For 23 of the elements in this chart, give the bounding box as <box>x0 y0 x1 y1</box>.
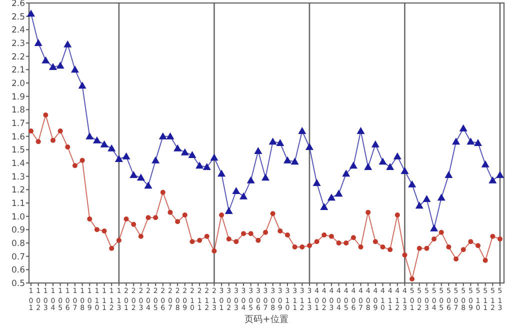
y-tick-label: 2.0 <box>11 79 25 89</box>
y-tick-label: 1.5 <box>11 146 25 156</box>
y-tick-label: 1.2 <box>11 186 25 196</box>
y-tick-label: 2.5 <box>11 12 25 22</box>
y-tick-label: 1.9 <box>11 92 25 102</box>
y-tick-label: 2.1 <box>11 66 25 76</box>
y-tick-label: 1.3 <box>11 172 25 182</box>
y-tick-label: 0.5 <box>11 279 25 289</box>
x-axis-title: 页码+位置 <box>244 314 288 325</box>
y-tick-label: 1.7 <box>11 119 25 129</box>
y-tick-label: 1.4 <box>11 159 25 169</box>
y-tick-label: 1.6 <box>11 132 25 142</box>
y-tick-label: 2.6 <box>11 0 25 9</box>
y-tick-label: 0.8 <box>11 239 25 249</box>
y-tick-label: 0.7 <box>11 252 25 262</box>
y-tick-label: 2.4 <box>11 26 25 36</box>
y-tick-label: 2.2 <box>11 52 25 62</box>
y-tick-label: 2.3 <box>11 39 25 49</box>
y-tick-label: 1.8 <box>11 106 25 116</box>
y-tick-label: 0.9 <box>11 226 25 236</box>
y-tick-label: 0.6 <box>11 266 25 276</box>
y-tick-label: 1.0 <box>11 212 25 222</box>
y-tick-label: 1.1 <box>11 199 25 209</box>
